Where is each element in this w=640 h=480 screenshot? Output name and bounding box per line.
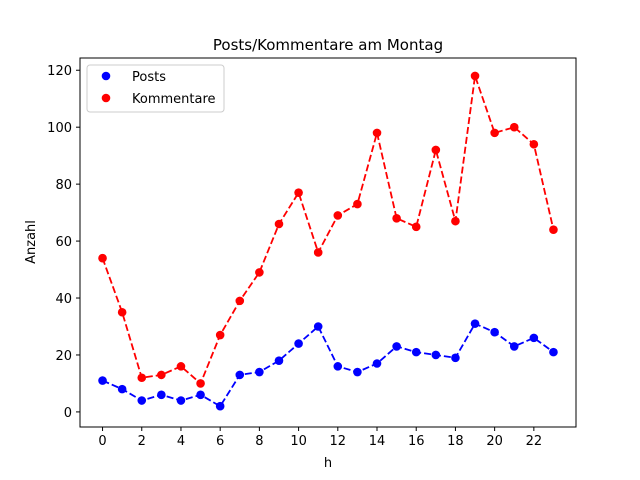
x-tick-label: 8 <box>255 434 263 449</box>
data-point <box>235 370 245 380</box>
legend-label: Kommentare <box>132 92 216 107</box>
data-point <box>431 350 441 360</box>
data-point <box>509 122 519 132</box>
y-tick-label: 60 <box>55 235 72 250</box>
legend-box <box>86 64 225 113</box>
axes-frame <box>79 57 577 428</box>
data-point <box>235 296 245 306</box>
data-point <box>215 330 225 340</box>
data-point <box>549 347 558 357</box>
series-line-1 <box>101 75 555 385</box>
y-axis-ticks: 0 20 40 60 80 100 120 <box>47 64 80 421</box>
data-point <box>509 342 519 351</box>
data-point <box>196 379 205 388</box>
data-point <box>196 390 205 400</box>
data-point <box>529 139 539 149</box>
data-point <box>98 376 107 385</box>
y-axis-label: Anzahl <box>24 220 39 264</box>
data-point <box>274 219 284 229</box>
y-tick-label: 40 <box>55 292 72 307</box>
data-point <box>333 211 343 220</box>
y-tick-label: 20 <box>55 349 72 364</box>
data-point <box>176 362 186 371</box>
data-point <box>137 373 147 383</box>
data-point <box>117 307 127 317</box>
data-point <box>353 199 362 209</box>
data-point <box>372 128 382 138</box>
data-point <box>333 362 343 371</box>
data-point <box>353 367 362 377</box>
x-axis-ticks: 0 2 4 6 8 10 12 14 16 18 20 22 <box>98 427 542 449</box>
data-point <box>372 359 382 368</box>
data-point <box>411 222 421 232</box>
legend-label: Posts <box>132 70 166 85</box>
x-tick-label: 12 <box>330 434 347 449</box>
data-point <box>549 225 558 234</box>
x-tick-label: 10 <box>290 434 307 449</box>
data-point <box>98 253 107 263</box>
data-point <box>431 145 441 155</box>
data-point <box>137 396 147 405</box>
data-point <box>392 213 401 223</box>
data-point <box>411 347 421 357</box>
x-tick-label: 18 <box>447 434 464 449</box>
data-point <box>157 390 166 400</box>
data-point <box>470 71 480 81</box>
plot-area <box>79 57 577 428</box>
x-axis-label: h <box>324 456 332 471</box>
data-point <box>274 356 284 365</box>
data-point <box>117 384 127 394</box>
x-tick-label: 0 <box>98 434 106 449</box>
legend-marker <box>101 71 111 81</box>
data-point <box>255 268 264 277</box>
data-point <box>176 396 186 405</box>
data-point <box>392 342 401 351</box>
data-point <box>451 353 460 363</box>
y-tick-label: 0 <box>64 406 72 421</box>
data-point <box>313 322 323 331</box>
y-tick-label: 80 <box>55 178 72 193</box>
x-tick-label: 14 <box>369 434 386 449</box>
legend: Posts Kommentare <box>86 64 225 113</box>
data-point <box>451 216 460 226</box>
chart-title: Posts/Kommentare am Montag <box>213 36 443 54</box>
data-point <box>470 319 480 328</box>
data-point <box>490 128 499 138</box>
legend-marker <box>101 93 111 103</box>
data-point <box>215 401 225 411</box>
data-point <box>255 367 264 377</box>
data-point <box>490 327 499 337</box>
data-point <box>157 370 166 380</box>
y-tick-label: 120 <box>47 64 72 79</box>
x-tick-label: 20 <box>486 434 503 449</box>
data-point <box>313 248 323 257</box>
x-tick-label: 2 <box>138 434 146 449</box>
data-point <box>529 333 539 343</box>
x-tick-label: 6 <box>216 434 224 449</box>
data-point <box>294 188 303 197</box>
y-tick-label: 100 <box>47 121 72 136</box>
x-tick-label: 16 <box>408 434 425 449</box>
x-tick-label: 4 <box>177 434 185 449</box>
x-tick-label: 22 <box>526 434 543 449</box>
data-point <box>294 339 303 348</box>
series-line-0 <box>102 322 554 408</box>
